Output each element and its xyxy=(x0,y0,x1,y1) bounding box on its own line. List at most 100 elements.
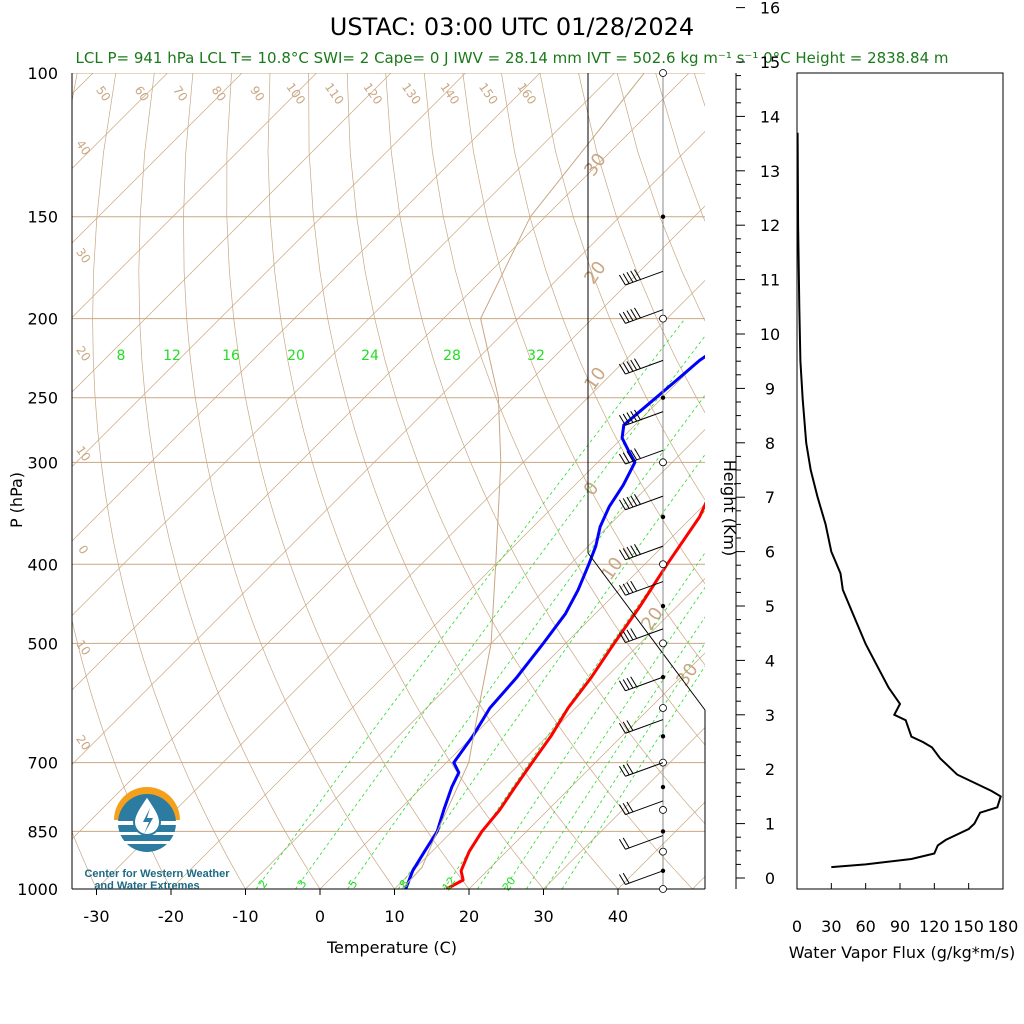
wind-barb-flag xyxy=(618,313,626,324)
y-tick-label: 700 xyxy=(27,754,58,773)
isotherm xyxy=(319,503,705,889)
dry-adiabat xyxy=(926,73,1024,906)
x-tick-label: -30 xyxy=(83,907,109,926)
dry-adiabat xyxy=(183,73,395,889)
dry-adiabat xyxy=(771,73,1024,906)
wind-barb-staff xyxy=(625,870,664,885)
wind-barb xyxy=(618,494,664,511)
x-tick-label: 0 xyxy=(315,907,325,926)
skewt-frame xyxy=(71,73,706,890)
logo-line2: and Water Extremes xyxy=(94,880,199,892)
dry-adiabat xyxy=(733,73,1024,906)
wind-barb-flag xyxy=(622,872,630,884)
wind-barb-flag xyxy=(626,763,634,774)
wind-barb-staff xyxy=(625,495,664,511)
wind-barb-staff xyxy=(625,628,664,644)
dry-adiabat xyxy=(346,73,693,889)
wind-barb-flag xyxy=(626,677,634,689)
wind-barb-flag xyxy=(626,310,634,321)
wind-barb xyxy=(618,409,664,426)
wind-barb-flag xyxy=(634,358,641,369)
wind-barb-staff xyxy=(625,581,664,596)
height-tick-label: 3 xyxy=(765,706,775,725)
height-tick-label: 9 xyxy=(765,379,775,398)
adiabat-label: 30 xyxy=(73,245,93,266)
wind-barb-flag xyxy=(630,270,638,282)
mixing-ratio-label: 8 xyxy=(117,348,126,364)
isotherm-label: 90 xyxy=(247,83,267,104)
adiabat-label: 10 xyxy=(73,637,93,658)
wind-barb-flag xyxy=(630,449,638,461)
wind-barb-flag xyxy=(622,498,630,509)
height-tick-label: 10 xyxy=(760,325,780,344)
flux-x-tick-label: 60 xyxy=(855,917,875,936)
wind-barb-staff xyxy=(625,449,664,465)
wind-barb-flag xyxy=(630,676,638,687)
height-tick-label: 11 xyxy=(760,271,780,290)
isotherm xyxy=(245,429,705,889)
wind-station-dot xyxy=(659,458,667,467)
y-tick-label: 100 xyxy=(27,64,58,83)
wind-barb-flag xyxy=(626,272,634,283)
isotherm-label: 140 xyxy=(437,80,462,107)
wind-station-dot xyxy=(660,603,666,609)
wind-barb-flag xyxy=(634,409,641,421)
chart-subtitle: LCL P= 941 hPa LCL T= 10.8°C SWI= 2 Cape… xyxy=(75,49,948,67)
wind-barb xyxy=(618,835,664,850)
mixing-ratio-line xyxy=(561,665,705,889)
wind-barb xyxy=(618,762,664,777)
mixing-ratio-big-label: 30 xyxy=(580,149,610,180)
mixing-ratio-label: 12 xyxy=(163,348,181,364)
wind-barb-flag xyxy=(618,680,626,692)
wind-barb-flag xyxy=(618,453,626,465)
dry-adiabat xyxy=(385,73,705,825)
wind-barb-flag xyxy=(618,363,626,375)
wind-barb-flag xyxy=(622,630,630,642)
flux-line xyxy=(797,132,1002,869)
isotherm xyxy=(692,876,705,889)
wind-barb-flag xyxy=(622,721,630,733)
wind-barb-flag xyxy=(622,764,630,776)
isotherm xyxy=(96,280,705,889)
wind-station-dot xyxy=(660,734,666,739)
adiabat-label: 10 xyxy=(73,443,93,464)
wind-barb-flag xyxy=(630,628,638,639)
wind-station-dot xyxy=(660,829,666,834)
dry-adiabat xyxy=(226,73,470,889)
mixing-ratio-line xyxy=(295,335,705,889)
wind-barb-flag xyxy=(622,679,630,690)
mixing-ratio-label: 20 xyxy=(500,875,519,894)
wind-barb-flag xyxy=(630,359,638,371)
wind-barb-flag xyxy=(622,413,630,425)
dry-adiabat xyxy=(72,73,172,889)
dry-adiabat xyxy=(616,73,705,322)
wind-station-dot xyxy=(659,885,667,893)
isotherm-label: 60 xyxy=(132,83,152,104)
wind-barb xyxy=(618,269,664,286)
x-tick-label: 10 xyxy=(384,907,404,926)
wind-barb-flag xyxy=(626,496,634,508)
height-tick-label: 0 xyxy=(765,869,775,888)
mixing-ratio-line xyxy=(526,616,705,889)
dry-adiabat xyxy=(462,73,705,666)
dry-adiabat xyxy=(308,73,619,889)
wind-barb-staff xyxy=(625,800,664,816)
wind-barb-flag xyxy=(630,495,638,506)
wind-barb-flag xyxy=(618,723,626,734)
isotherm-label: 110 xyxy=(322,80,347,107)
x-axis-label: Temperature (C) xyxy=(326,938,457,957)
wind-station-dot xyxy=(660,214,666,219)
wind-barb xyxy=(618,676,664,692)
y-tick-label: 850 xyxy=(27,822,58,841)
wind-barb-flag xyxy=(618,584,626,596)
adiabat-label: 20 xyxy=(73,732,93,753)
wind-barb-staff xyxy=(625,309,664,324)
x-tick-label: 40 xyxy=(608,907,628,926)
mixing-ratio-label: 28 xyxy=(443,348,461,364)
y-tick-label: 1000 xyxy=(17,880,58,899)
dry-adiabat xyxy=(501,73,705,585)
y-tick-label: 250 xyxy=(27,389,58,408)
height-tick-label: 15 xyxy=(760,53,780,72)
x-tick-label: -20 xyxy=(158,907,184,926)
